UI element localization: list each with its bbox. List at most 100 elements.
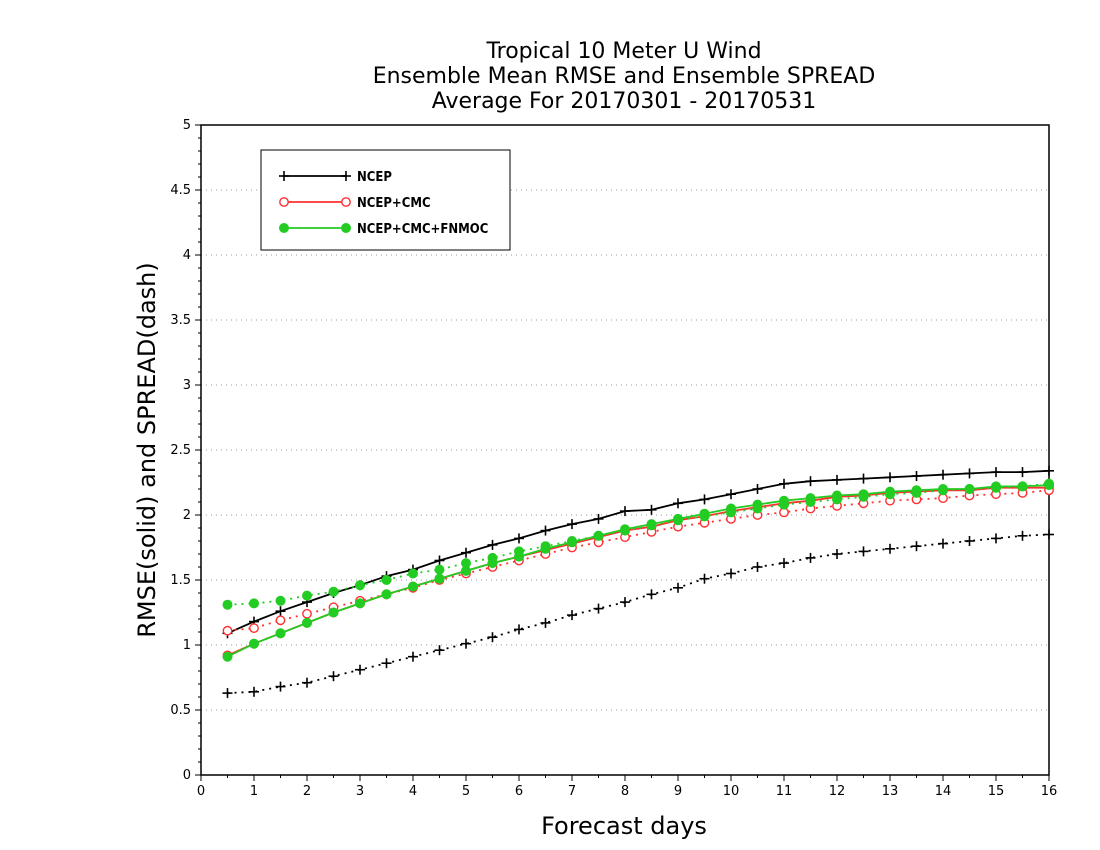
series-ncep-cmc-fnmoc-spread-point bbox=[355, 580, 365, 591]
series-ncep-cmc-fnmoc-spread-point bbox=[381, 575, 392, 585]
chart-title-line-2: Ensemble Mean RMSE and Ensemble SPREAD bbox=[373, 64, 876, 89]
series-ncep-spread-point bbox=[567, 610, 577, 621]
y-tick-label: 1.5 bbox=[170, 573, 191, 588]
series-ncep-spread-point bbox=[540, 617, 551, 628]
series-ncep-spread-point bbox=[381, 658, 392, 669]
series-ncep-cmc-fnmoc-spread-point bbox=[885, 489, 895, 500]
axis-labels: Forecast days RMSE(solid) and SPREAD(dash… bbox=[133, 262, 707, 840]
y-tick-label: 3 bbox=[183, 378, 191, 393]
series-ncep-cmc-fnmoc-rmse-point bbox=[249, 638, 259, 649]
series-ncep-cmc-fnmoc-spread-point bbox=[275, 595, 286, 606]
x-tick-label: 7 bbox=[568, 784, 576, 799]
legend-marker-start bbox=[279, 197, 289, 207]
series-ncep-spread-point bbox=[434, 645, 445, 656]
series-ncep-rmse-point bbox=[275, 606, 286, 617]
series-ncep-spread-point bbox=[858, 546, 869, 557]
series-ncep-cmc-fnmoc-spread-point bbox=[328, 586, 339, 597]
series-ncep-cmc-fnmoc-spread-point bbox=[646, 520, 657, 531]
series-ncep-cmc-fnmoc-spread-point bbox=[514, 546, 524, 557]
series-ncep-cmc-fnmoc-spread-point bbox=[964, 484, 975, 494]
series-ncep-cmc-fnmoc-spread-point bbox=[673, 515, 683, 526]
series-ncep-rmse-point bbox=[487, 539, 498, 550]
series-ncep-rmse-point bbox=[620, 506, 630, 517]
series-ncep-cmc-fnmoc-rmse-point bbox=[302, 617, 312, 628]
series-ncep-rmse-point bbox=[805, 476, 816, 487]
legend-label: NCEP+CMC+FNMOC bbox=[357, 222, 488, 237]
series-ncep-cmc-fnmoc-spread-point bbox=[620, 525, 630, 536]
series-ncep-spread-point bbox=[885, 543, 895, 554]
series-ncep-rmse-point bbox=[858, 473, 869, 484]
series-ncep-spread-point bbox=[964, 536, 975, 546]
series-ncep-rmse-point bbox=[593, 513, 604, 524]
legend: NCEP NCEP+CMC NCEP+CMC+FNMOC bbox=[260, 149, 511, 251]
series-ncep-cmc-fnmoc-spread-point bbox=[752, 503, 763, 514]
series-ncep-cmc-fnmoc-spread-point bbox=[567, 536, 577, 546]
series-ncep-cmc-fnmoc-spread-point bbox=[461, 558, 471, 569]
legend-entry: NCEP bbox=[279, 170, 392, 185]
x-axis-label: Forecast days bbox=[541, 812, 707, 840]
series-ncep-cmc-fnmoc-spread-point bbox=[408, 568, 418, 579]
legend-marker-start bbox=[279, 223, 289, 233]
series-ncep-cmc-fnmoc-spread-point bbox=[699, 511, 710, 522]
series-ncep-spread-point bbox=[805, 552, 816, 563]
series-ncep-cmc-fnmoc-spread-point bbox=[779, 499, 789, 510]
x-tick-label: 15 bbox=[988, 784, 1005, 799]
series-ncep-rmse-point bbox=[514, 533, 524, 544]
legend-entry: NCEP+CMC bbox=[279, 196, 431, 211]
series-ncep-cmc-fnmoc-spread-point bbox=[302, 590, 312, 601]
series-ncep-cmc-fnmoc-spread-point bbox=[832, 494, 842, 505]
series-ncep-spread-point bbox=[673, 582, 683, 593]
series-ncep-spread-point bbox=[646, 589, 657, 600]
series-ncep-spread-point bbox=[593, 603, 604, 614]
series-ncep-cmc-fnmoc-spread-point bbox=[1017, 481, 1028, 492]
series-ncep-cmc-fnmoc-spread-point bbox=[487, 552, 498, 563]
series-ncep-rmse-point bbox=[646, 504, 657, 515]
x-tick-label: 13 bbox=[882, 784, 899, 799]
series-ncep-spread-point bbox=[1017, 530, 1028, 541]
series-ncep-spread-point bbox=[832, 549, 842, 559]
series-ncep-spread-point bbox=[487, 632, 498, 643]
series-ncep-spread-point bbox=[699, 573, 710, 584]
series-ncep-cmc-fnmoc-rmse-point bbox=[381, 589, 392, 600]
legend-entry: NCEP+CMC+FNMOC bbox=[279, 222, 488, 237]
legend-label: NCEP bbox=[357, 170, 392, 185]
x-tick-label: 6 bbox=[515, 784, 523, 799]
series-ncep-spread-point bbox=[408, 651, 418, 662]
x-tick-label: 0 bbox=[197, 784, 205, 799]
y-tick-label: 1 bbox=[183, 638, 191, 653]
x-tick-label: 9 bbox=[674, 784, 682, 799]
series-ncep-spread-point bbox=[328, 671, 339, 682]
series-ncep-rmse-point bbox=[699, 494, 710, 505]
legend-marker-start bbox=[279, 171, 289, 181]
x-tick-label: 5 bbox=[462, 784, 470, 799]
y-tick-label: 5 bbox=[183, 118, 191, 133]
series-ncep-cmc-fnmoc-rmse-point bbox=[328, 607, 339, 618]
series-ncep-spread-point bbox=[355, 664, 365, 675]
x-tick-label: 4 bbox=[409, 784, 417, 799]
axes: 00.511.522.533.544.550 1 2 3 4 5 6 7 8 9 10 11 12 13 1… bbox=[170, 118, 1057, 799]
series-ncep-rmse-point bbox=[964, 468, 975, 479]
x-tick-label: 1 bbox=[250, 784, 258, 799]
series-ncep-rmse-point bbox=[567, 519, 577, 530]
series-ncep-cmc-fnmoc-spread-point bbox=[805, 497, 816, 507]
series bbox=[222, 465, 1054, 699]
series-ncep-cmc-fnmoc-spread-point bbox=[434, 564, 445, 575]
series-ncep-spread-point bbox=[1044, 529, 1054, 540]
series-ncep-cmc-fnmoc-rmse-point bbox=[434, 573, 445, 584]
series-ncep-cmc-fnmoc-spread-point bbox=[249, 598, 259, 609]
series-ncep-cmc-spread-point bbox=[249, 623, 259, 633]
y-tick-label: 4.5 bbox=[170, 183, 191, 198]
series-ncep-cmc-fnmoc-rmse-point bbox=[275, 628, 286, 639]
series-ncep-rmse-point bbox=[1017, 467, 1028, 478]
series-ncep-rmse-point bbox=[832, 474, 842, 485]
series-ncep-cmc-fnmoc-spread-point bbox=[540, 541, 551, 552]
series-ncep-spread-point bbox=[991, 533, 1001, 544]
x-tick-label: 3 bbox=[356, 784, 364, 799]
legend-box bbox=[260, 149, 511, 251]
series-ncep-cmc-fnmoc-spread-point bbox=[938, 485, 948, 496]
y-tick-label: 0 bbox=[183, 768, 191, 783]
series-ncep-spread-point bbox=[222, 688, 233, 699]
series-ncep-spread-point bbox=[938, 538, 948, 549]
